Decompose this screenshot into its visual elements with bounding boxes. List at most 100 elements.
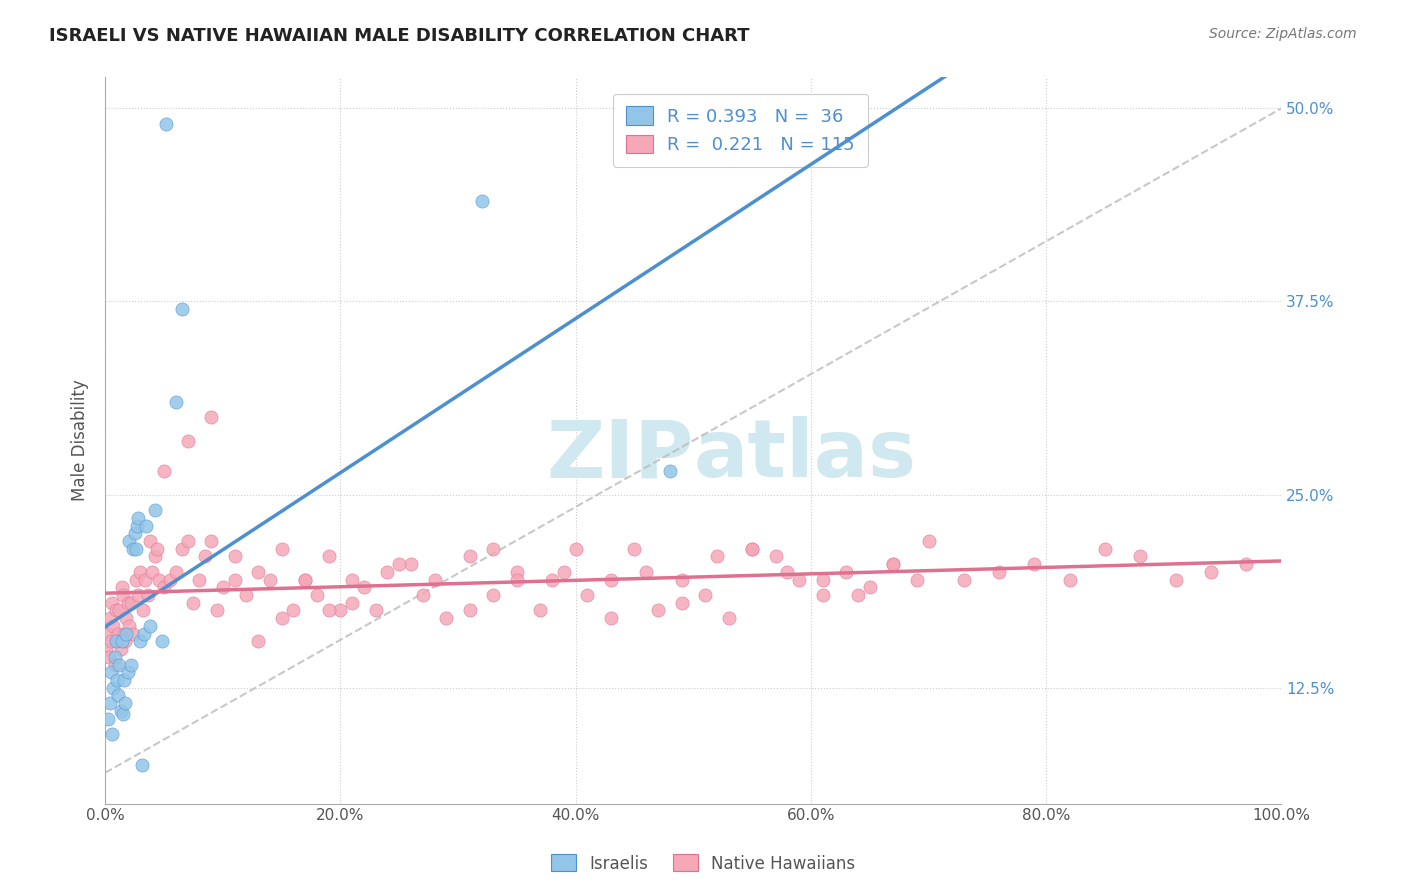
Point (153, 465, 176, 479)
Point (176, 533, 198, 548)
Point (100, 665, 122, 680)
Point (117, 596, 139, 610)
Point (706, 549, 728, 564)
Point (127, 588, 149, 602)
Point (377, 565, 399, 579)
Point (412, 588, 434, 602)
Point (148, 573, 170, 587)
Point (434, 611, 457, 625)
Point (811, 588, 834, 602)
Point (107, 626, 129, 640)
Point (776, 565, 799, 579)
Point (647, 603, 669, 617)
Point (658, 465, 681, 479)
Point (1129, 549, 1152, 564)
Point (506, 565, 529, 579)
Point (953, 573, 976, 587)
Point (124, 526, 146, 541)
Point (100, 634, 122, 648)
Point (318, 549, 340, 564)
Point (114, 634, 136, 648)
Point (576, 588, 599, 602)
Point (717, 611, 740, 625)
Point (329, 603, 352, 617)
Point (364, 603, 387, 617)
Point (458, 549, 481, 564)
Point (159, 573, 181, 587)
Legend: R = 0.393   N =  36, R =  0.221   N = 115: R = 0.393 N = 36, R = 0.221 N = 115 (613, 94, 868, 167)
Point (97, 712, 120, 726)
Point (153, 580, 176, 594)
Point (905, 573, 928, 587)
Point (143, 503, 166, 517)
Point (636, 565, 658, 579)
Text: Source: ZipAtlas.com: Source: ZipAtlas.com (1209, 27, 1357, 41)
Point (423, 573, 446, 587)
Point (134, 573, 156, 587)
Point (259, 573, 281, 587)
Point (143, 549, 166, 564)
Point (671, 596, 693, 610)
Point (136, 588, 159, 602)
Point (318, 603, 340, 617)
Point (98, 611, 121, 625)
Point (132, 626, 155, 640)
Point (541, 573, 564, 587)
Y-axis label: Male Disability: Male Disability (72, 380, 89, 501)
Point (988, 565, 1011, 579)
Point (342, 596, 364, 610)
Point (917, 533, 939, 548)
Point (114, 696, 136, 710)
Point (765, 549, 787, 564)
Point (170, 302, 193, 317)
Point (1164, 573, 1187, 587)
Point (135, 518, 157, 533)
Point (120, 596, 142, 610)
Point (176, 434, 198, 448)
Point (122, 541, 145, 556)
Point (553, 565, 575, 579)
Point (139, 619, 162, 633)
Point (671, 573, 693, 587)
Point (471, 194, 494, 208)
Point (170, 541, 193, 556)
Point (600, 611, 623, 625)
Point (283, 603, 305, 617)
Point (111, 580, 134, 594)
Point (183, 596, 205, 610)
Point (104, 657, 127, 672)
Point (859, 580, 882, 594)
Point (1059, 573, 1081, 587)
Point (188, 573, 211, 587)
Point (98, 696, 121, 710)
Point (835, 565, 858, 579)
Point (741, 541, 763, 556)
Point (482, 588, 505, 602)
Point (97, 649, 120, 664)
Point (247, 565, 270, 579)
Point (122, 626, 145, 640)
Point (127, 510, 149, 524)
Point (107, 689, 129, 703)
Text: ISRAELI VS NATIVE HAWAIIAN MALE DISABILITY CORRELATION CHART: ISRAELI VS NATIVE HAWAIIAN MALE DISABILI… (49, 27, 749, 45)
Point (388, 557, 411, 571)
Point (115, 626, 138, 640)
Point (97, 626, 120, 640)
Point (110, 704, 132, 718)
Point (882, 557, 904, 571)
Text: atlas: atlas (693, 416, 917, 494)
Point (103, 681, 125, 695)
Point (118, 533, 141, 548)
Point (294, 573, 316, 587)
Point (270, 541, 292, 556)
Point (101, 727, 124, 741)
Point (120, 657, 142, 672)
Point (129, 634, 152, 648)
Point (108, 603, 131, 617)
Point (693, 588, 716, 602)
Point (882, 557, 904, 571)
Point (305, 588, 328, 602)
Text: ZIP: ZIP (546, 416, 693, 494)
Point (146, 541, 169, 556)
Point (105, 673, 128, 687)
